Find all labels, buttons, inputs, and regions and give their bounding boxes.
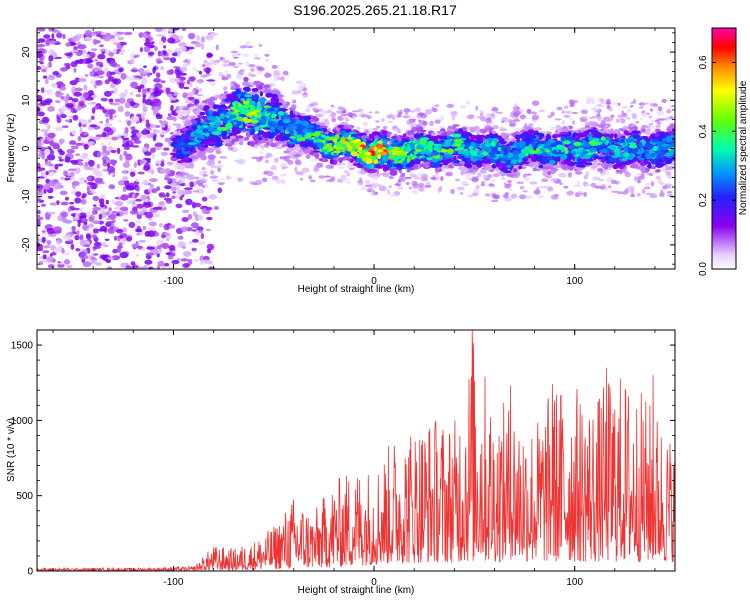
y-tick-label: 1000 <box>11 416 34 427</box>
x-tick-label: 100 <box>566 276 583 287</box>
snr-y-ticks: 0 500 1000 1500 <box>11 329 675 578</box>
colorbar-label: Normalized spectral amplitude <box>738 80 749 215</box>
snr-panel: -100 0 100 0 500 1000 1500 Height of straight… <box>6 329 676 596</box>
snr-x-ticks: -100 0 100 <box>52 330 656 588</box>
y-tick-label: 500 <box>16 491 33 502</box>
spectrogram-y-ticks: -20 -10 0 10 20 <box>21 32 675 265</box>
snr-x-label: Height of straight line (km) <box>298 585 415 596</box>
y-tick-label: -10 <box>21 189 32 204</box>
y-tick-label: 0 <box>27 567 33 578</box>
y-tick-label: -20 <box>21 237 32 252</box>
x-tick-label: -100 <box>163 276 183 287</box>
colorbar-tick-label: 0.4 <box>698 124 709 138</box>
colorbar-gradient <box>711 27 737 270</box>
y-tick-label: 10 <box>21 94 32 106</box>
y-tick-label: 0 <box>21 145 32 151</box>
spectrogram-x-label: Height of straight line (km) <box>298 284 415 295</box>
x-tick-label: 0 <box>371 276 377 287</box>
x-tick-label: -100 <box>163 577 183 588</box>
colorbar-tick-label: 0.0 <box>698 262 709 276</box>
snr-y-label: SNR (10 * v/v) <box>6 418 17 482</box>
colorbar: 0.0 0.2 0.4 0.6 Normalized spectral amplitu… <box>698 27 749 276</box>
page-title: S196.2025.265.21.18.R17 <box>293 2 457 18</box>
colorbar-ticks: 0.0 0.2 0.4 0.6 <box>698 55 736 276</box>
x-tick-label: 0 <box>371 577 377 588</box>
y-tick-label: 20 <box>21 46 32 58</box>
snr-series-line <box>37 330 675 571</box>
spectrogram-y-label: Frequency (Hz) <box>6 114 17 183</box>
colorbar-tick-label: 0.2 <box>698 193 709 207</box>
y-tick-label: 1500 <box>11 341 34 352</box>
spectrogram-x-ticks: -100 0 100 <box>52 28 656 287</box>
spectrogram-heatmap <box>37 28 675 269</box>
colorbar-tick-label: 0.6 <box>698 55 709 69</box>
x-tick-label: 100 <box>566 577 583 588</box>
snr-line <box>37 330 675 571</box>
